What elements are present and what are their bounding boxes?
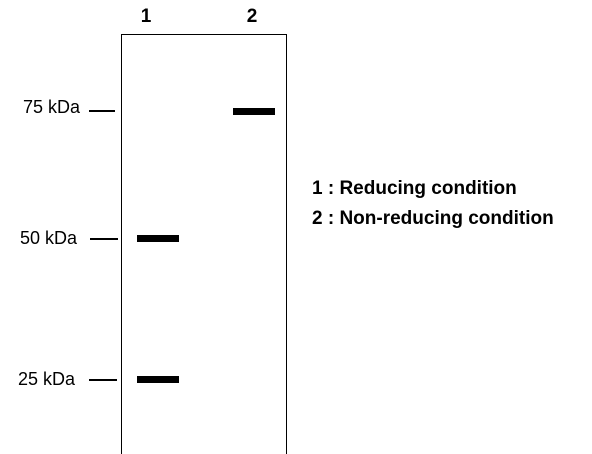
legend-item-1: 1 : Reducing condition	[312, 178, 517, 199]
marker-50-label: 50 kDa	[19, 228, 77, 248]
band-lane1-50kda	[137, 235, 179, 242]
marker-75-label: 75 kDa	[22, 97, 80, 117]
gel-frame	[121, 34, 287, 454]
band-lane2-75kda	[233, 108, 275, 115]
lane-label-1: 1	[140, 6, 152, 27]
lane-label-2: 2	[246, 6, 258, 27]
marker-75-tick	[89, 110, 115, 112]
marker-25-label: 25 kDa	[17, 369, 75, 389]
marker-50-tick	[90, 238, 118, 240]
marker-25-tick	[89, 379, 117, 381]
legend-item-2: 2 : Non-reducing condition	[312, 208, 554, 229]
band-lane1-25kda	[137, 376, 179, 383]
